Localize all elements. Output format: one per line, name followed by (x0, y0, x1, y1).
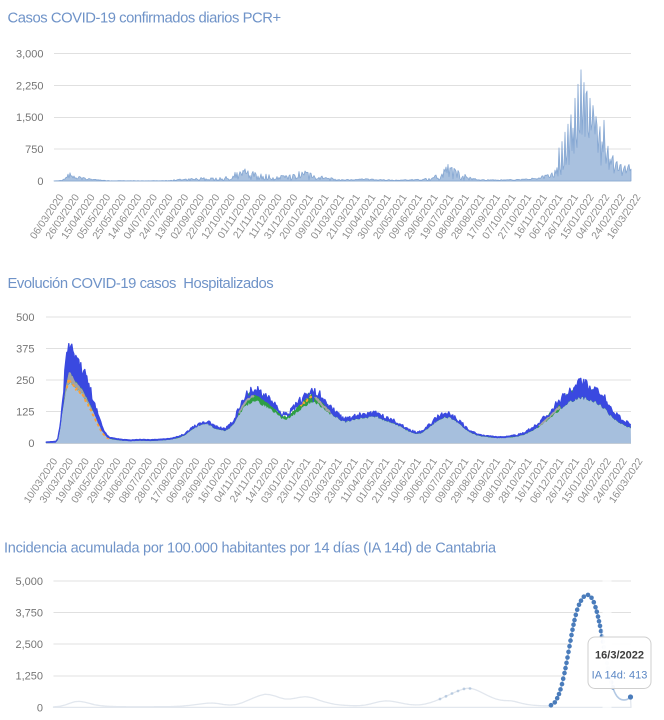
svg-text:1,250: 1,250 (15, 671, 43, 683)
svg-text:5,000: 5,000 (15, 576, 43, 588)
svg-text:500: 500 (16, 312, 34, 324)
svg-text:0: 0 (37, 176, 43, 188)
svg-text:1,500: 1,500 (16, 112, 44, 124)
svg-text:250: 250 (16, 375, 34, 387)
svg-text:IA 14d: 413: IA 14d: 413 (592, 670, 648, 682)
svg-text:Incidencia acumulada por 100.0: Incidencia acumulada por 100.000 habitan… (4, 541, 497, 557)
svg-text:125: 125 (16, 407, 34, 419)
svg-text:3,000: 3,000 (16, 49, 44, 61)
svg-text:Evolución COVID-19 casos Hosp: Evolución COVID-19 casos Hospitalizados (8, 276, 274, 292)
svg-text:3,750: 3,750 (15, 608, 43, 620)
svg-text:0: 0 (28, 438, 34, 450)
svg-text:2,500: 2,500 (15, 639, 43, 651)
svg-text:2,250: 2,250 (16, 80, 44, 92)
svg-text:16/3/2022: 16/3/2022 (595, 650, 644, 662)
svg-text:750: 750 (25, 144, 43, 156)
svg-text:0: 0 (37, 702, 43, 714)
svg-text:Casos COVID-19 confirmados dia: Casos COVID-19 confirmados diarios PCR+ (8, 11, 281, 27)
svg-text:375: 375 (16, 343, 34, 355)
